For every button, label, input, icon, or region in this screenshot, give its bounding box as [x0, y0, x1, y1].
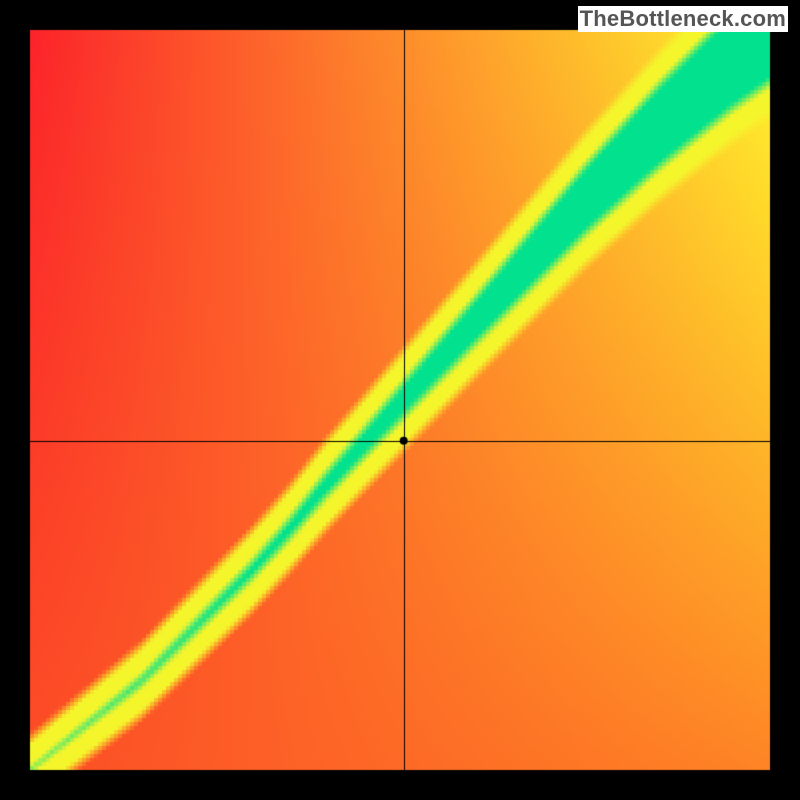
bottleneck-heatmap	[0, 0, 800, 800]
chart-root: TheBottleneck.com	[0, 0, 800, 800]
watermark-text: TheBottleneck.com	[578, 6, 788, 32]
